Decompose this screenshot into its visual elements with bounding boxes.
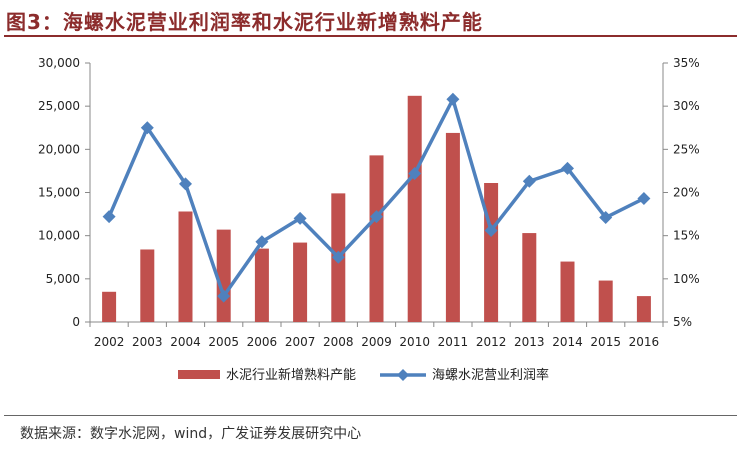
y-left-tick-label: 25,000 xyxy=(38,99,80,113)
chart: 0 5,000 10,000 15,000 20,000 25,000 30,000 5% 10… xyxy=(38,56,700,383)
bar-2006 xyxy=(254,248,269,322)
y-right-tick-label: 5% xyxy=(673,315,692,329)
bar-2012 xyxy=(484,183,499,322)
bar-2015 xyxy=(598,280,613,322)
y-right-tick-label: 15% xyxy=(673,229,700,243)
y-right-tick-label: 25% xyxy=(673,142,700,156)
x-tick-label: 2007 xyxy=(285,335,316,349)
y-left-tick-label: 15,000 xyxy=(38,186,80,200)
line-point-2012 xyxy=(484,223,498,237)
y-left-tick-label: 10,000 xyxy=(38,229,80,243)
line-point-2009 xyxy=(370,210,383,224)
legend-line-label: 海螺水泥营业利润率 xyxy=(432,367,549,383)
y-left-tick-label: 30,000 xyxy=(38,56,80,70)
x-tick-label: 2008 xyxy=(323,335,354,349)
line-point-2008 xyxy=(331,250,345,264)
x-tick-label: 2002 xyxy=(94,335,125,349)
x-tick-label: 2016 xyxy=(629,335,660,349)
x-tick-label: 2012 xyxy=(476,335,507,349)
x-tick-label: 2004 xyxy=(170,335,201,349)
title-area: 图3：海螺水泥营业利润率和水泥行业新增熟料产能 xyxy=(0,0,741,40)
figure-title: 图3：海螺水泥营业利润率和水泥行业新增熟料产能 xyxy=(6,10,483,34)
x-tick-label: 2003 xyxy=(132,335,163,349)
legend-bar-swatch xyxy=(178,370,220,379)
line-point-2003 xyxy=(140,121,154,135)
line-point-2004 xyxy=(179,177,192,191)
bar-2003 xyxy=(140,249,155,322)
bar-2004 xyxy=(178,211,193,322)
legend-line-marker xyxy=(397,369,409,381)
line-point-2010 xyxy=(408,167,422,181)
line-point-2007 xyxy=(293,211,307,225)
bar-2013 xyxy=(522,233,537,322)
y-right-tick-label: 35% xyxy=(673,56,700,70)
x-tick-label: 2009 xyxy=(361,335,392,349)
title-rule xyxy=(4,35,737,37)
line-point-2005 xyxy=(217,289,231,303)
x-tick-label: 2011 xyxy=(438,335,469,349)
x-tick-label: 2014 xyxy=(552,335,583,349)
line-point-2015 xyxy=(599,211,613,225)
x-tick-label: 2006 xyxy=(247,335,278,349)
y-left-tick-label: 20,000 xyxy=(38,142,80,156)
bar-2002 xyxy=(102,291,117,322)
x-tick-label: 2005 xyxy=(208,335,239,349)
line-point-2013 xyxy=(522,174,536,188)
legend-bar-label: 水泥行业新增熟料产能 xyxy=(226,367,356,383)
y-left-tick-label: 0 xyxy=(72,315,80,329)
bar-2009 xyxy=(369,155,384,322)
line-point-2002 xyxy=(102,210,116,224)
y-right-tick-label: 20% xyxy=(673,186,700,200)
line-point-2006 xyxy=(255,235,269,249)
y-right-tick-label: 10% xyxy=(673,272,700,286)
footer-rule xyxy=(4,415,737,416)
source-note: 数据来源：数字水泥网，wind，广发证券发展研究中心 xyxy=(20,426,362,442)
y-left-tick-label: 5,000 xyxy=(46,272,80,286)
x-tick-label: 2010 xyxy=(399,335,430,349)
line-point-2014 xyxy=(561,161,574,175)
line-point-2016 xyxy=(637,192,651,206)
bar-2011 xyxy=(445,132,460,322)
x-tick-label: 2013 xyxy=(514,335,545,349)
bar-2016 xyxy=(636,296,651,322)
bar-2005 xyxy=(216,229,231,322)
y-right-tick-label: 30% xyxy=(673,99,700,113)
bar-2010 xyxy=(407,95,422,322)
bar-2007 xyxy=(293,242,308,322)
line-point-2011 xyxy=(446,92,460,106)
x-tick-label: 2015 xyxy=(590,335,621,349)
bar-2014 xyxy=(560,261,575,322)
